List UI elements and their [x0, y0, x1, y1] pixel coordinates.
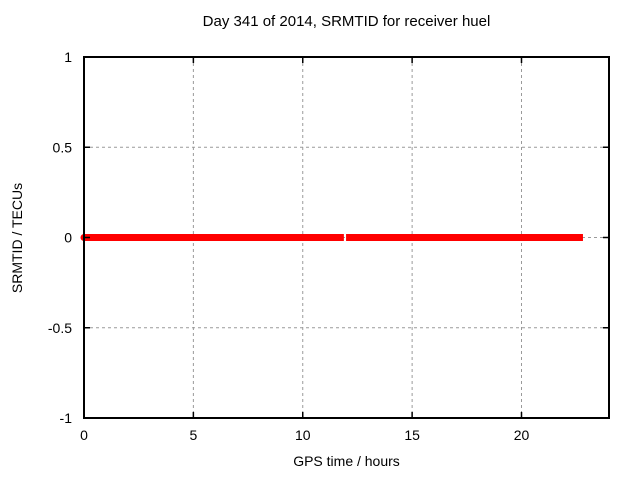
- y-axis-label: SRMTID / TECUs: [9, 182, 25, 294]
- x-tick-label: 10: [295, 427, 311, 443]
- y-tick-label: 0: [64, 230, 72, 246]
- y-tick-label: -0.5: [48, 320, 72, 336]
- x-tick-label: 20: [514, 427, 530, 443]
- x-tick-label: 0: [80, 427, 88, 443]
- y-tick-label: -1: [60, 410, 73, 426]
- chart-title: Day 341 of 2014, SRMTID for receiver hue…: [202, 13, 491, 30]
- y-tick-label: 1: [64, 49, 72, 65]
- y-tick-label: 0.5: [53, 139, 73, 155]
- x-tick-label: 15: [404, 427, 420, 443]
- x-axis-label: GPS time / hours: [293, 453, 400, 469]
- x-tick-label: 5: [189, 427, 197, 443]
